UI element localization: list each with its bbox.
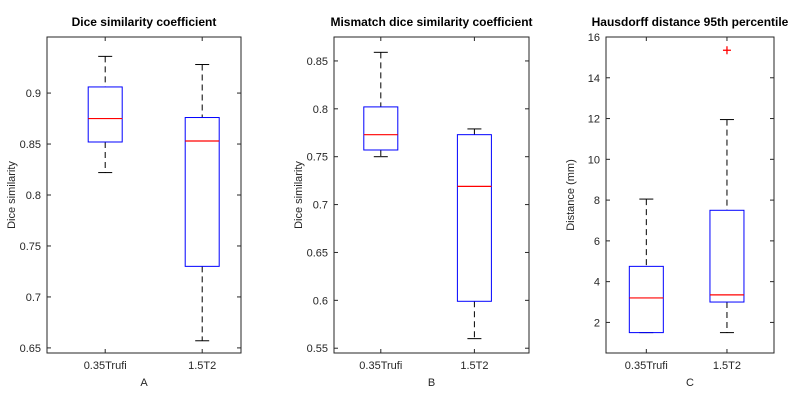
x-axis-label: C <box>686 377 694 389</box>
axes-frame <box>333 36 530 354</box>
y-tick-label: 0.75 <box>307 152 328 164</box>
y-tick-label: 6 <box>594 236 600 248</box>
box-1.5T2 <box>184 64 220 342</box>
x-tick-label: 1.5T2 <box>460 360 488 372</box>
y-tick-label: 4 <box>594 277 600 289</box>
y-tick-label: 0.7 <box>26 292 41 304</box>
y-tick-label: 12 <box>588 114 600 126</box>
panel-c: 2 4 6 8 10 12 14 16 0.35Trufi 1.5T2 Hausdorff dist… <box>565 15 789 389</box>
x-tick-label: 1.5T2 <box>188 360 216 372</box>
axes-frame <box>46 36 242 354</box>
iqr-box <box>363 106 399 151</box>
y-axis-label: Distance (mm) <box>565 159 577 231</box>
y-tick-label: 0.6 <box>313 295 328 307</box>
iqr-box <box>184 117 220 267</box>
chart-title: Hausdorff distance 95th percentile <box>592 15 789 29</box>
x-axis-label: B <box>428 377 435 389</box>
outlier-marker <box>722 46 731 55</box>
y-tick-label: 0.85 <box>307 56 328 68</box>
panel-b: 0.55 0.6 0.65 0.7 0.75 0.8 0.85 0.35Trufi 1.5T2 M… <box>293 15 533 389</box>
y-tick-label: 0.9 <box>26 88 41 100</box>
iqr-box <box>456 134 492 302</box>
y-tick-label: 14 <box>588 73 600 85</box>
y-tick-label: 0.75 <box>20 241 41 253</box>
x-tick-label: 1.5T2 <box>713 360 741 372</box>
chart-title: Dice similarity coefficient <box>72 15 217 29</box>
panel-a: 0.65 0.7 0.75 0.8 0.85 0.9 0.35Trufi 1.5T2 Dice … <box>6 15 242 389</box>
box-1.5T2 <box>456 128 492 340</box>
x-axis-label: A <box>140 377 148 389</box>
y-tick-label: 0.55 <box>307 343 328 355</box>
y-tick-label: 10 <box>588 154 600 166</box>
y-tick-label: 0.8 <box>26 190 41 202</box>
box-1.5T2 <box>709 46 745 334</box>
y-tick-label: 0.8 <box>313 104 328 116</box>
iqr-box <box>628 265 664 334</box>
y-tick-label: 0.65 <box>20 343 41 355</box>
axes-frame <box>605 36 775 354</box>
chart-title: Mismatch dice similarity coefficient <box>330 15 532 29</box>
x-tick-label: 0.35Trufi <box>625 360 668 372</box>
box-0.35Trufi <box>87 55 123 174</box>
box-0.35Trufi <box>363 51 399 158</box>
box-0.35Trufi <box>628 198 664 334</box>
y-tick-label: 0.85 <box>20 139 41 151</box>
y-tick-label: 8 <box>594 195 600 207</box>
y-tick-label: 16 <box>588 32 600 44</box>
x-tick-label: 0.35Trufi <box>359 360 402 372</box>
iqr-box <box>87 86 123 143</box>
y-tick-label: 0.65 <box>307 247 328 259</box>
y-tick-label: 0.7 <box>313 200 328 212</box>
y-tick-label: 2 <box>594 317 600 329</box>
iqr-box <box>709 209 745 303</box>
y-axis-label: Dice similarity <box>293 161 305 229</box>
x-tick-label: 0.35Trufi <box>84 360 127 372</box>
y-axis-label: Dice similarity <box>6 161 18 229</box>
